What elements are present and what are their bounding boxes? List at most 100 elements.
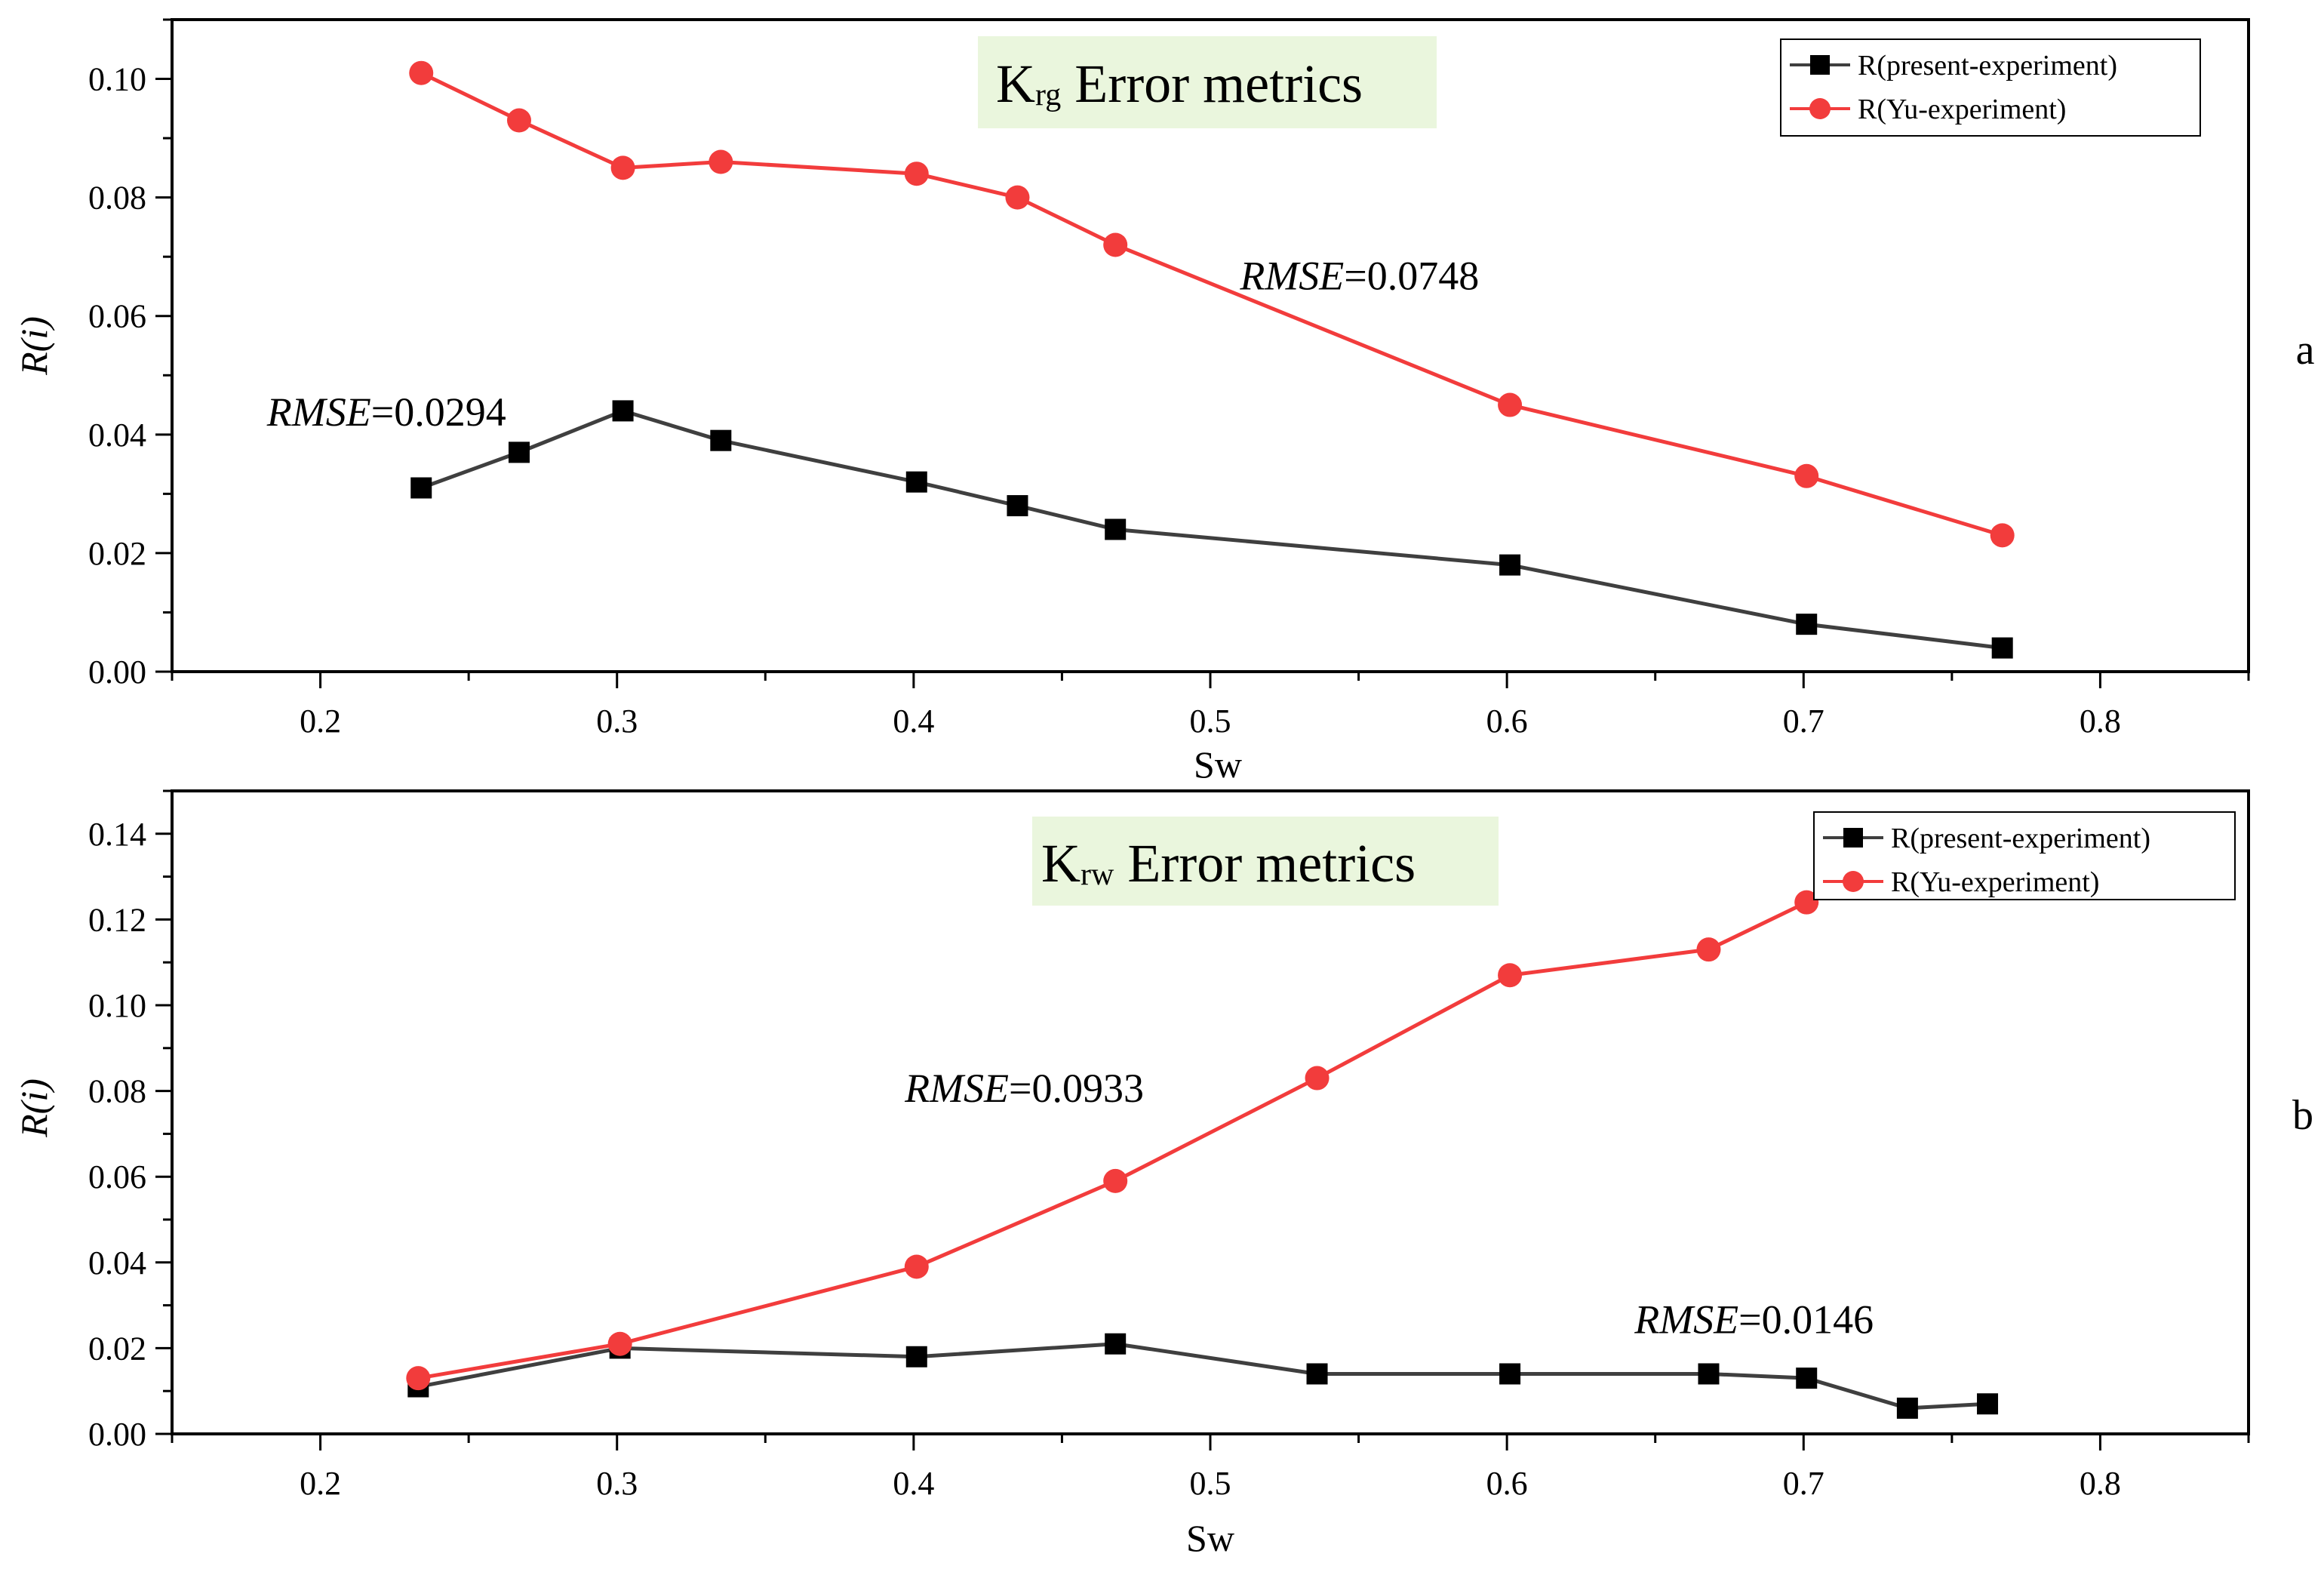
rmse-annotation: RMSE=0.0146 xyxy=(1634,1297,1874,1343)
data-point-square xyxy=(1796,614,1818,635)
chart-title-main: K xyxy=(996,54,1035,114)
data-point-circle xyxy=(904,162,929,186)
series-line-1 xyxy=(420,71,2003,537)
y-tick-label: 0.00 xyxy=(88,1416,146,1453)
series-line-0 xyxy=(417,1342,1988,1410)
data-point-circle xyxy=(709,149,733,174)
data-point-circle xyxy=(1005,185,1030,210)
data-point-circle xyxy=(1103,232,1128,257)
legend-label: R(Yu-experiment) xyxy=(1858,94,2066,125)
rmse-label: RMSE xyxy=(266,389,371,435)
data-point-circle xyxy=(607,1331,632,1356)
data-point-circle xyxy=(1990,523,2015,548)
data-point-circle xyxy=(1794,463,1819,488)
chart-title: Krg Error metrics xyxy=(996,54,1363,114)
x-axis-label: Sw xyxy=(1194,743,1242,786)
chart-title: Krw Error metrics xyxy=(1041,833,1416,894)
legend-box xyxy=(1780,38,2201,137)
x-tick-label: 0.5 xyxy=(1190,1465,1231,1502)
rmse-label: RMSE xyxy=(1239,253,1344,298)
x-tick-label: 0.7 xyxy=(1783,1465,1824,1502)
data-point-circle xyxy=(1103,1168,1128,1193)
x-tick-label: 0.2 xyxy=(300,703,341,740)
data-point-square xyxy=(1991,637,2013,659)
y-tick-label: 0.04 xyxy=(88,417,146,454)
rmse-label: RMSE xyxy=(1634,1297,1738,1343)
series-line-1 xyxy=(417,900,1808,1380)
data-point-circle xyxy=(1305,1066,1330,1091)
rmse-value: =0.0748 xyxy=(1344,253,1479,298)
y-tick-label: 0.04 xyxy=(88,1244,146,1281)
chart-title-subscript: rw xyxy=(1081,857,1114,892)
data-point-square xyxy=(1896,1397,1918,1419)
y-tick-label: 0.02 xyxy=(88,1330,146,1367)
rmse-annotation: RMSE=0.0748 xyxy=(1239,253,1479,298)
legend-box xyxy=(1813,811,2236,900)
y-tick-label: 0.02 xyxy=(88,535,146,572)
y-tick-label: 0.08 xyxy=(88,1073,146,1110)
data-point-circle xyxy=(1794,890,1819,915)
chart-title-main: K xyxy=(1041,833,1081,894)
x-tick-label: 0.7 xyxy=(1783,703,1824,740)
x-tick-label: 0.8 xyxy=(2080,703,2121,740)
y-axis-label: R(i) xyxy=(13,1078,55,1138)
data-point-circle xyxy=(610,155,635,180)
rmse-value: =0.0146 xyxy=(1738,1297,1874,1343)
y-tick-label: 0.10 xyxy=(88,61,146,98)
rmse-annotation: RMSE=0.0933 xyxy=(904,1066,1144,1111)
x-tick-label: 0.4 xyxy=(893,1465,934,1502)
y-tick-label: 0.06 xyxy=(88,298,146,335)
chart-title-subscript: rg xyxy=(1035,78,1061,112)
x-axis-label: Sw xyxy=(1186,1517,1234,1559)
legend-label: R(present-experiment) xyxy=(1858,50,2117,82)
data-point-square xyxy=(1306,1363,1328,1385)
panel-letter: a xyxy=(2296,327,2315,374)
panel-letter: b xyxy=(2292,1092,2313,1139)
y-tick-label: 0.10 xyxy=(88,987,146,1024)
data-point-circle xyxy=(406,1366,431,1391)
chart-panel-b: 0.2 0.3 0.4 0.5 0.6 0.7 0.8 0.00 0.02 0.04 0.06 0.0… xyxy=(13,789,2313,1559)
data-point-circle xyxy=(1696,937,1721,962)
legend-label: R(present-experiment) xyxy=(1891,823,2150,854)
legend-marker-circle xyxy=(1843,871,1864,892)
data-point-square xyxy=(1499,1363,1521,1385)
data-point-circle xyxy=(1498,392,1523,417)
y-tick-label: 0.14 xyxy=(88,816,146,853)
data-point-square xyxy=(1977,1393,1999,1415)
x-tick-label: 0.3 xyxy=(596,703,638,740)
chart-title-rest: Error metrics xyxy=(1061,54,1363,114)
x-tick-label: 0.6 xyxy=(1486,1465,1528,1502)
x-tick-label: 0.4 xyxy=(893,703,934,740)
data-point-square xyxy=(1007,495,1028,517)
y-tick-label: 0.06 xyxy=(88,1158,146,1195)
data-point-square xyxy=(1698,1363,1720,1385)
rmse-annotation: RMSE=0.0294 xyxy=(266,389,506,435)
data-point-square xyxy=(1105,1333,1127,1355)
y-tick-label: 0.08 xyxy=(88,180,146,217)
y-axis-label: R(i) xyxy=(13,316,55,376)
x-tick-label: 0.8 xyxy=(2080,1465,2121,1502)
rmse-value: =0.0294 xyxy=(371,389,506,435)
data-point-circle xyxy=(904,1254,929,1279)
data-point-square xyxy=(1105,518,1127,540)
data-point-square xyxy=(1499,554,1521,576)
rmse-label: RMSE xyxy=(904,1066,1009,1111)
chart-title-background xyxy=(1032,817,1499,906)
data-point-circle xyxy=(506,108,531,133)
data-point-circle xyxy=(409,60,434,85)
x-tick-label: 0.2 xyxy=(300,1465,341,1502)
data-point-square xyxy=(410,477,432,499)
x-tick-label: 0.5 xyxy=(1190,703,1231,740)
legend-label: R(Yu-experiment) xyxy=(1891,866,2099,898)
legend-marker-circle xyxy=(1809,98,1831,119)
data-point-square xyxy=(1796,1367,1818,1389)
chart-title-rest: Error metrics xyxy=(1114,833,1416,894)
rmse-value: =0.0933 xyxy=(1009,1066,1144,1111)
data-point-square xyxy=(710,429,732,451)
chart-panel-a: 0.2 0.3 0.4 0.5 0.6 0.7 0.8 0.00 0.02 0.04 0.06 0.0… xyxy=(13,18,2315,786)
legend-marker-square xyxy=(1843,828,1863,848)
data-point-circle xyxy=(1498,963,1523,988)
data-point-square xyxy=(508,441,530,463)
x-tick-label: 0.3 xyxy=(596,1465,638,1502)
